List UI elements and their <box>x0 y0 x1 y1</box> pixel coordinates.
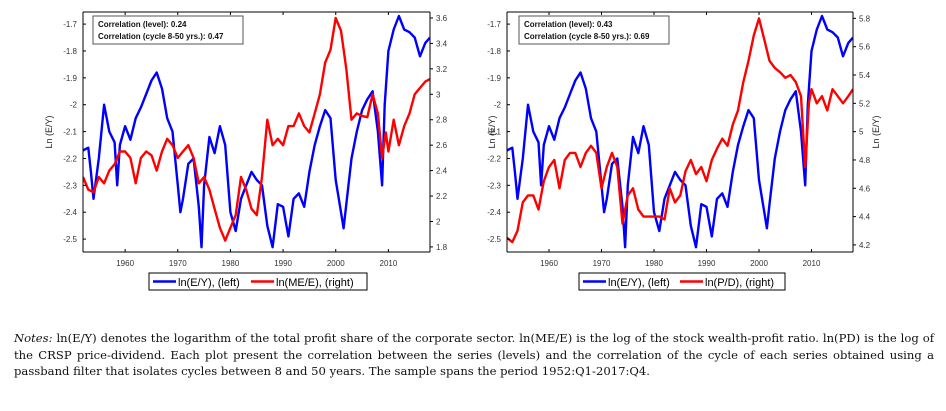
y-tick-label-left: -2.1 <box>487 128 501 137</box>
legend: ln(E/Y), (left) ln(ME/E), (right) <box>148 272 368 291</box>
series-line-ey <box>507 14 853 249</box>
y-tick-label-right: 3.4 <box>436 39 448 48</box>
series-line-mee <box>83 16 430 242</box>
legend: ln(E/Y), (left) ln(P/D), (right) <box>578 272 786 291</box>
legend-label-pd: ln(P/D), (right) <box>705 277 774 289</box>
y-tick-label-left: -1.8 <box>63 47 77 56</box>
x-tick-label: 1990 <box>274 259 292 268</box>
y-tick-label-right: 4.6 <box>859 184 871 193</box>
correlation-box: Correlation (level): 0.24 Correlation (c… <box>92 15 244 45</box>
y-axis-label-left: Ln (E/Y) <box>44 115 54 148</box>
correlation-box: Correlation (level): 0.43 Correlation (c… <box>518 15 670 45</box>
y-tick-label-left: -2 <box>70 101 78 110</box>
y-tick-label-right: 1.8 <box>436 243 448 252</box>
x-tick-label: 1960 <box>116 259 134 268</box>
x-tick-label: 2010 <box>380 259 398 268</box>
y-axis-label-left: Ln (E/Y) <box>487 115 497 148</box>
y-tick-label-left: -2.4 <box>487 208 501 217</box>
series-line-ey <box>83 14 430 249</box>
corr-level-text: Correlation (level): 0.24 <box>98 20 187 29</box>
y-tick-label-left: -2.2 <box>63 154 77 163</box>
y-tick-label-right: 5.4 <box>859 71 871 80</box>
chart-right: 1960 1970 1980 1990 2000 2010 -1.7 -1.8 -1.9 -2 -2… <box>487 11 881 291</box>
x-tick-label: 2000 <box>750 259 768 268</box>
y-tick-label-right: 2.2 <box>436 192 448 201</box>
legend-label-ey: ln(E/Y), (left) <box>178 277 240 289</box>
y-tick-label-right: 2.4 <box>436 167 448 176</box>
y-tick-label-left: -2.4 <box>63 208 77 217</box>
corr-cycle-text: Correlation (cycle 8-50 yrs.): 0.69 <box>524 32 650 41</box>
y-tick-label-left: -1.7 <box>487 20 501 29</box>
y-tick-label-left: -2.3 <box>487 181 501 190</box>
y-tick-label-left: -1.7 <box>63 20 77 29</box>
y-axis-label-right: Ln (E/Y) <box>871 115 881 148</box>
x-tick-label: 2000 <box>327 259 345 268</box>
x-tick-label: 1980 <box>645 259 663 268</box>
x-tick-label: 1970 <box>593 259 611 268</box>
y-tick-label-right: 3.2 <box>436 65 448 74</box>
y-tick-label-right: 5 <box>859 128 864 137</box>
notes-text: ln(E/Y) denotes the logarithm of the tot… <box>14 331 934 378</box>
x-tick-label: 1970 <box>169 259 187 268</box>
y-tick-label-right: 5.2 <box>859 99 871 108</box>
y-tick-label-left: -1.9 <box>487 74 501 83</box>
y-tick-label-right: 5.6 <box>859 43 871 52</box>
x-tick-label: 1980 <box>222 259 240 268</box>
y-tick-label-left: -2.5 <box>63 235 77 244</box>
series-line-pd <box>507 17 853 244</box>
x-tick-label: 1960 <box>540 259 558 268</box>
x-tick-label: 2010 <box>803 259 821 268</box>
y-tick-label-left: -1.8 <box>487 47 501 56</box>
plot-area: 1960 1970 1980 1990 2000 2010 -1.7 -1.8 -1.9 -2 -2… <box>63 11 448 268</box>
legend-label-ey: ln(E/Y), (left) <box>608 277 670 289</box>
corr-cycle-text: Correlation (cycle 8-50 yrs.): 0.47 <box>98 32 224 41</box>
y-tick-label-left: -2.2 <box>487 154 501 163</box>
y-tick-label-right: 3 <box>436 90 441 99</box>
y-tick-label-left: -2.3 <box>63 181 77 190</box>
plot-area: 1960 1970 1980 1990 2000 2010 -1.7 -1.8 -1.9 -2 -2… <box>487 11 871 268</box>
legend-label-mee: ln(ME/E), (right) <box>276 277 354 289</box>
y-tick-label-right: 5.8 <box>859 14 871 23</box>
y-tick-label-right: 4.8 <box>859 156 871 165</box>
y-tick-label-left: -2.1 <box>63 128 77 137</box>
y-tick-label-left: -1.9 <box>63 74 77 83</box>
y-tick-label-right: 2 <box>436 217 441 226</box>
y-tick-label-right: 4.4 <box>859 213 871 222</box>
x-tick-label: 1990 <box>698 259 716 268</box>
y-tick-label-right: 2.6 <box>436 141 448 150</box>
chart-left: 1960 1970 1980 1990 2000 2010 -1.7 -1.8 -1.9 -2 -2… <box>44 11 448 291</box>
corr-level-text: Correlation (level): 0.43 <box>524 20 613 29</box>
y-tick-label-right: 4.2 <box>859 241 871 250</box>
y-tick-label-right: 2.8 <box>436 116 448 125</box>
figure-notes: Notes: ln(E/Y) denotes the logarithm of … <box>14 330 934 380</box>
y-tick-label-left: -2 <box>494 101 502 110</box>
y-tick-label-right: 3.6 <box>436 14 448 23</box>
y-tick-label-left: -2.5 <box>487 235 501 244</box>
notes-label: Notes: <box>14 331 53 345</box>
